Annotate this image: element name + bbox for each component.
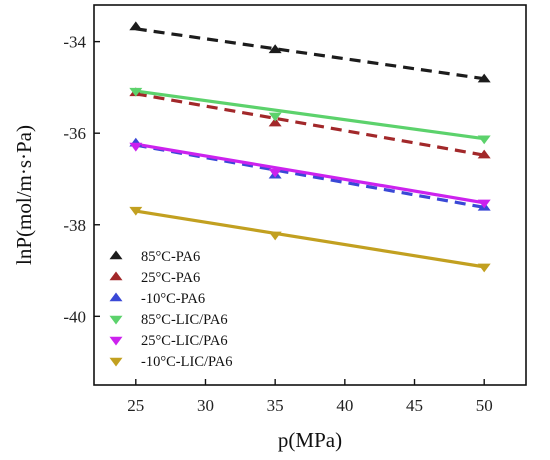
x-axis-title: p(MPa) (278, 428, 342, 452)
data-point-5-1 (268, 231, 282, 241)
y-tick-label: -36 (63, 124, 86, 143)
data-point-0-1 (268, 44, 282, 54)
y-tick-label: -34 (63, 33, 86, 52)
legend-marker-5 (109, 357, 123, 367)
legend-marker-3 (109, 315, 123, 325)
axis-ticks: 25 30 35 40 45 50 -34 -36 -38 -40 (63, 33, 492, 415)
x-tick-label: 30 (197, 396, 214, 415)
data-point-3-0 (129, 87, 143, 97)
fit-line-1 (135, 92, 485, 157)
data-point-1-2 (477, 149, 491, 159)
data-point-3-1 (268, 112, 282, 122)
legend-marker-0 (109, 250, 123, 260)
fit-line-3 (135, 89, 485, 141)
legend-label-4: 25°C-LIC/PA6 (141, 333, 228, 349)
plot-frame (93, 4, 527, 386)
y-axis-title: lnP(mol/m·s·Pa) (12, 125, 36, 265)
legend-label-0: 85°C-PA6 (141, 249, 200, 265)
data-point-3-2 (477, 135, 491, 145)
legend-marker-2 (109, 292, 123, 302)
data-point-1-1 (268, 117, 282, 127)
legend-label-3: 85°C-LIC/PA6 (141, 312, 228, 328)
data-point-5-2 (477, 263, 491, 273)
data-point-4-1 (268, 168, 282, 178)
legend-label-2: -10°C-PA6 (141, 291, 205, 307)
fit-lines (135, 27, 485, 269)
legend-label-1: 25°C-PA6 (141, 270, 200, 286)
legend-label-5: -10°C-LIC/PA6 (141, 354, 232, 370)
data-point-0-2 (477, 73, 491, 83)
x-tick-label: 40 (336, 396, 353, 415)
legend: 85°C-PA6 25°C-PA6 -10°C-PA6 85°C-LIC/PA6 25°… (109, 249, 232, 370)
data-point-5-0 (129, 206, 143, 216)
y-tick-label: -40 (63, 307, 86, 326)
x-tick-label: 50 (476, 396, 493, 415)
fit-line-5 (135, 209, 485, 269)
fit-line-0 (135, 27, 485, 81)
data-point-4-0 (129, 142, 143, 152)
legend-marker-1 (109, 271, 123, 281)
legend-marker-4 (109, 336, 123, 346)
fit-line-4 (135, 142, 485, 205)
data-point-0-0 (129, 21, 143, 31)
x-tick-label: 45 (406, 396, 423, 415)
x-tick-label: 25 (127, 396, 144, 415)
y-tick-label: -38 (63, 216, 86, 235)
data-point-4-2 (477, 199, 491, 209)
x-tick-label: 35 (267, 396, 284, 415)
data-points (129, 21, 491, 273)
